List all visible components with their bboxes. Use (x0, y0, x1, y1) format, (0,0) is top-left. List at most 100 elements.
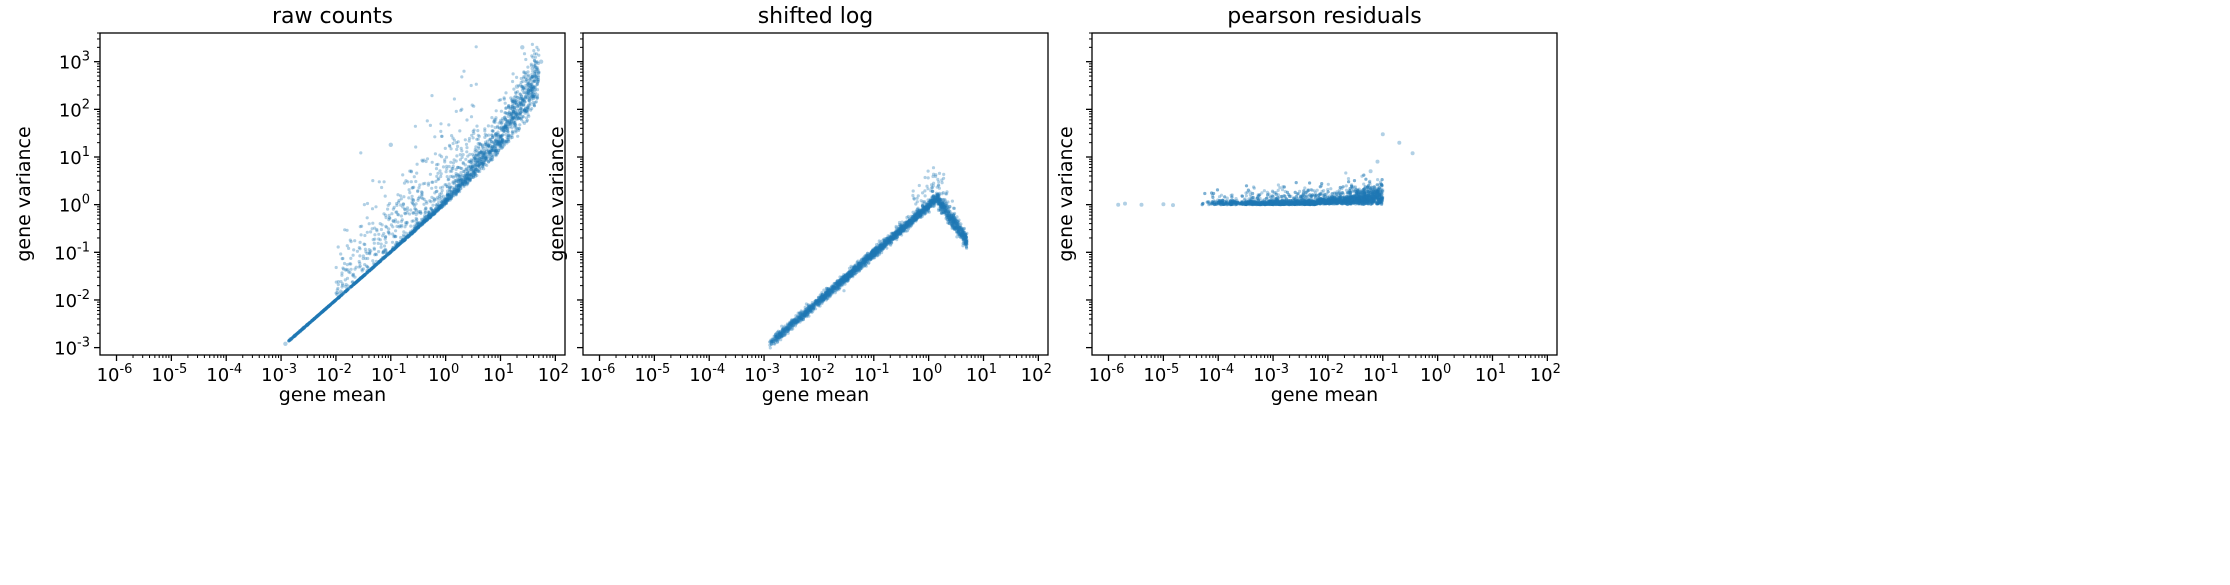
data-point (942, 172, 946, 176)
data-point (365, 216, 369, 220)
data-point (530, 42, 535, 47)
data-point (423, 219, 427, 223)
data-point (288, 338, 292, 342)
data-point (476, 137, 480, 141)
data-point (409, 180, 413, 184)
data-point (497, 136, 501, 140)
data-point (421, 196, 425, 201)
data-point (379, 242, 383, 246)
data-point (489, 150, 493, 154)
data-point (321, 309, 325, 313)
data-point (517, 101, 521, 105)
data-point (430, 211, 435, 215)
data-point (446, 194, 450, 198)
data-point (446, 178, 450, 182)
data-point (413, 228, 417, 232)
data-point (429, 200, 433, 204)
data-point (410, 197, 414, 201)
data-point (467, 139, 471, 143)
data-point (316, 313, 320, 317)
data-point (359, 233, 363, 237)
data-point (423, 211, 427, 215)
data-point (405, 221, 409, 225)
data-point (392, 205, 396, 209)
data-point (460, 107, 464, 111)
data-point (436, 208, 440, 212)
data-point (448, 193, 452, 197)
data-point (387, 252, 391, 256)
data-point (469, 172, 473, 176)
data-point (419, 196, 423, 200)
data-point (436, 171, 440, 175)
data-point (476, 145, 481, 149)
data-point (434, 167, 439, 171)
data-point (342, 267, 346, 271)
data-point (469, 168, 473, 172)
data-point (522, 98, 526, 102)
data-point (413, 227, 417, 231)
data-point (511, 120, 515, 124)
data-point (391, 248, 395, 252)
data-point (314, 315, 318, 319)
data-point (323, 307, 327, 311)
data-point (487, 160, 491, 164)
data-point (406, 233, 410, 237)
data-point (375, 262, 379, 266)
data-point (381, 250, 385, 255)
data-point (499, 98, 503, 102)
data-point (396, 242, 400, 246)
data-point (471, 162, 475, 166)
data-point (395, 203, 399, 207)
data-point (479, 159, 483, 164)
data-point (524, 72, 528, 76)
data-point (522, 108, 527, 112)
data-point (474, 45, 478, 49)
data-point (432, 197, 436, 201)
data-point (436, 162, 440, 166)
data-point (374, 262, 378, 267)
data-point (456, 190, 460, 194)
data-point (360, 224, 364, 228)
data-point (356, 279, 360, 283)
data-point (347, 287, 351, 291)
data-point (419, 211, 423, 215)
data-point (393, 243, 397, 247)
data-point (334, 265, 338, 270)
data-point (472, 104, 476, 108)
data-point (472, 171, 476, 175)
data-point (493, 150, 497, 154)
data-point (447, 197, 451, 201)
data-point (483, 132, 487, 136)
data-point (379, 259, 383, 263)
data-point (463, 163, 467, 167)
data-point (459, 108, 463, 113)
data-point (520, 108, 524, 112)
data-point (443, 199, 447, 203)
data-point (356, 279, 360, 283)
data-point (445, 193, 449, 198)
data-point (394, 243, 398, 248)
data-point (382, 244, 387, 248)
data-point (411, 198, 415, 202)
data-point (437, 205, 441, 209)
data-point (424, 159, 428, 164)
data-point (515, 75, 519, 79)
data-point (460, 149, 464, 153)
data-point (513, 100, 517, 104)
data-point (487, 133, 491, 137)
data-point (517, 109, 522, 113)
data-point (427, 212, 431, 216)
data-point (476, 129, 480, 133)
data-point (370, 227, 374, 231)
data-point (535, 45, 539, 50)
data-point (464, 175, 468, 179)
data-point (292, 333, 298, 338)
data-point (387, 251, 391, 255)
data-point (344, 289, 348, 293)
data-point (435, 189, 439, 193)
data-point (467, 136, 472, 141)
data-point (428, 215, 432, 219)
data-point (522, 70, 526, 74)
data-point (959, 222, 963, 226)
data-point (438, 192, 442, 196)
